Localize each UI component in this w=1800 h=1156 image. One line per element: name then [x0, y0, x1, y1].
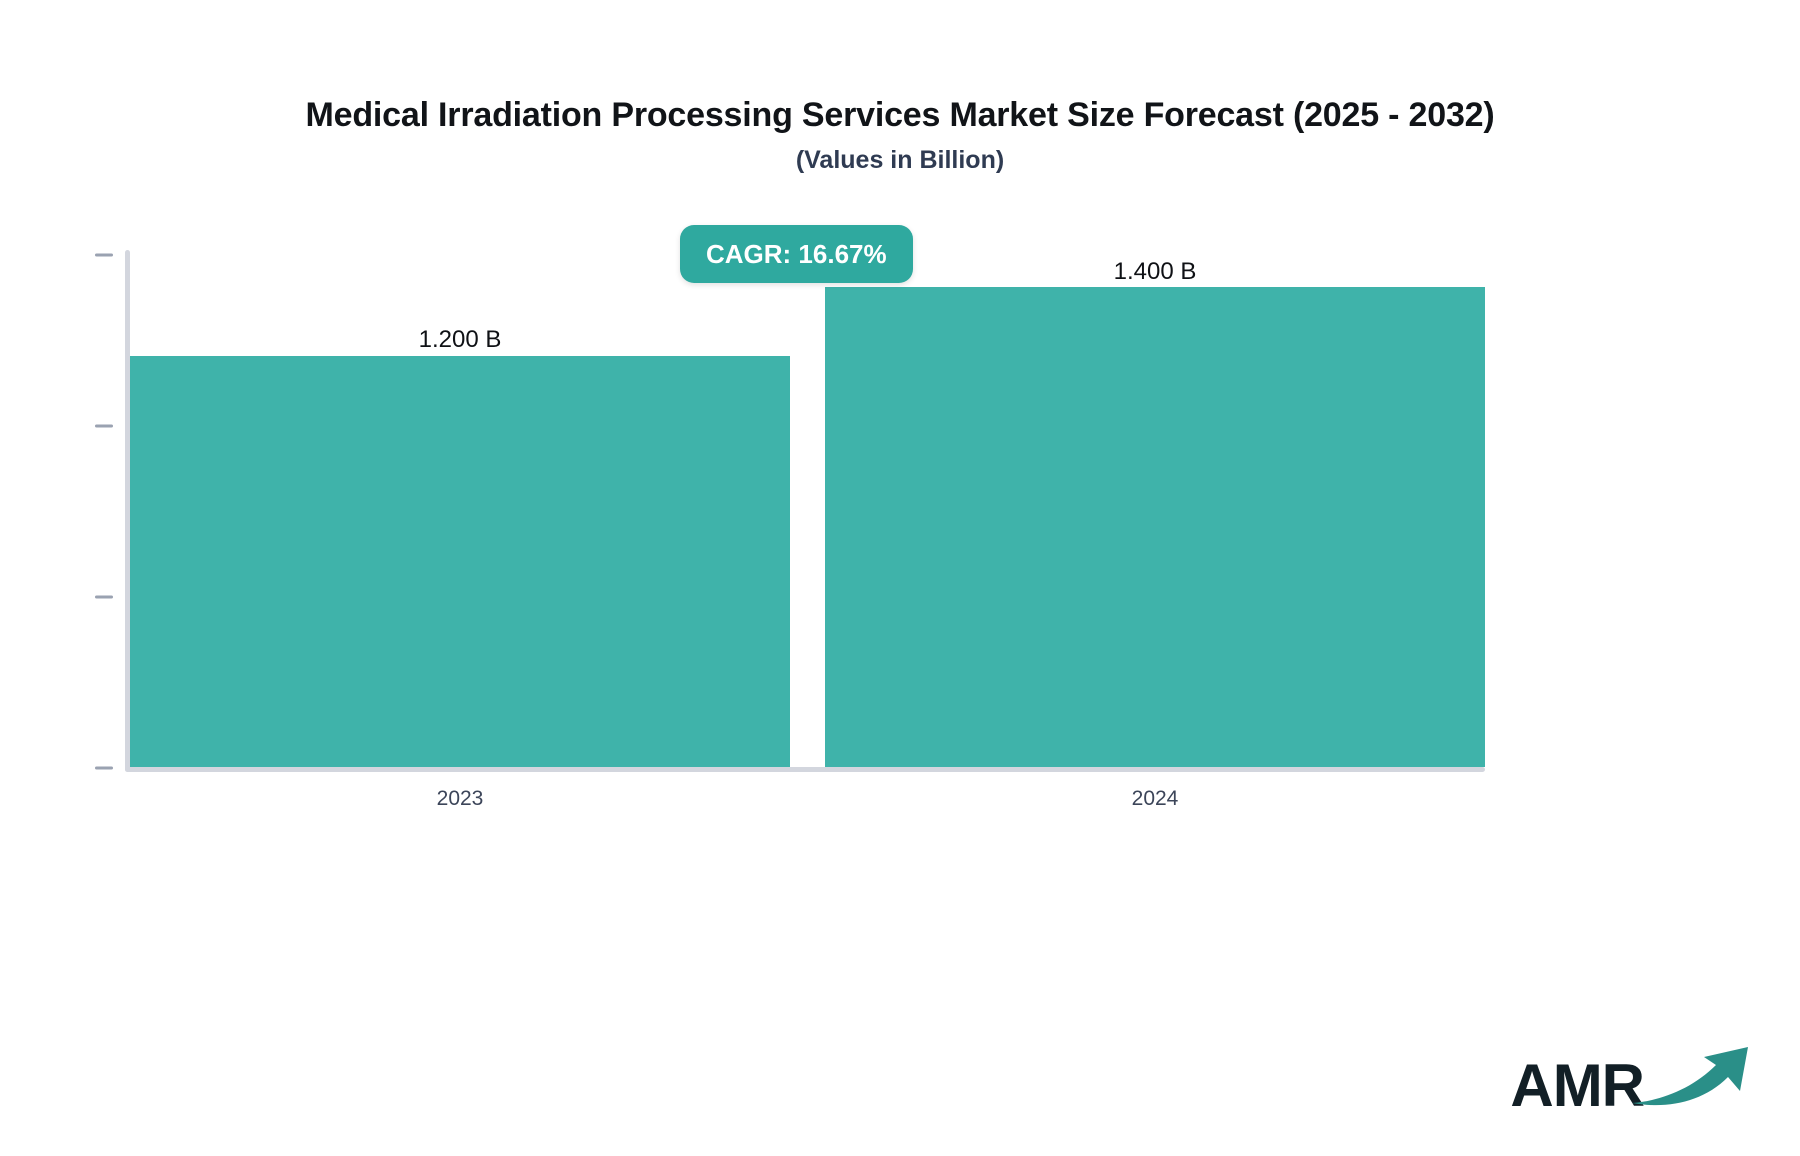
amr-logo: AMR — [1510, 1046, 1760, 1116]
page-title: Medical Irradiation Processing Services … — [305, 96, 1495, 134]
y-axis-line — [125, 250, 130, 772]
y-tick-mark-500 — [95, 595, 113, 599]
cagr-badge: CAGR: 16.67% — [680, 225, 913, 283]
x-tick-label-2024: 2024 — [1131, 787, 1179, 810]
growth-arrow-icon — [1630, 1043, 1760, 1114]
bar-value-2024: 1.400 B — [1113, 258, 1197, 285]
bar-value-2023: 1.200 B — [418, 326, 502, 353]
x-axis-line — [125, 767, 1485, 772]
bar-2023[interactable] — [130, 356, 790, 767]
logo-text: AMR — [1510, 1052, 1645, 1119]
chart-subtitle: (Values in Billion) — [795, 146, 1005, 174]
plot-area: 1.5B 1.0B 500.0M 0 1.200 B 2023 1.400 B … — [95, 250, 1485, 810]
y-tick-mark-1000 — [95, 424, 113, 428]
y-tick-mark-0 — [95, 766, 113, 770]
x-tick-label-2023: 2023 — [436, 787, 484, 810]
y-tick-mark-1500 — [95, 253, 113, 257]
bar-2024[interactable] — [825, 287, 1485, 767]
